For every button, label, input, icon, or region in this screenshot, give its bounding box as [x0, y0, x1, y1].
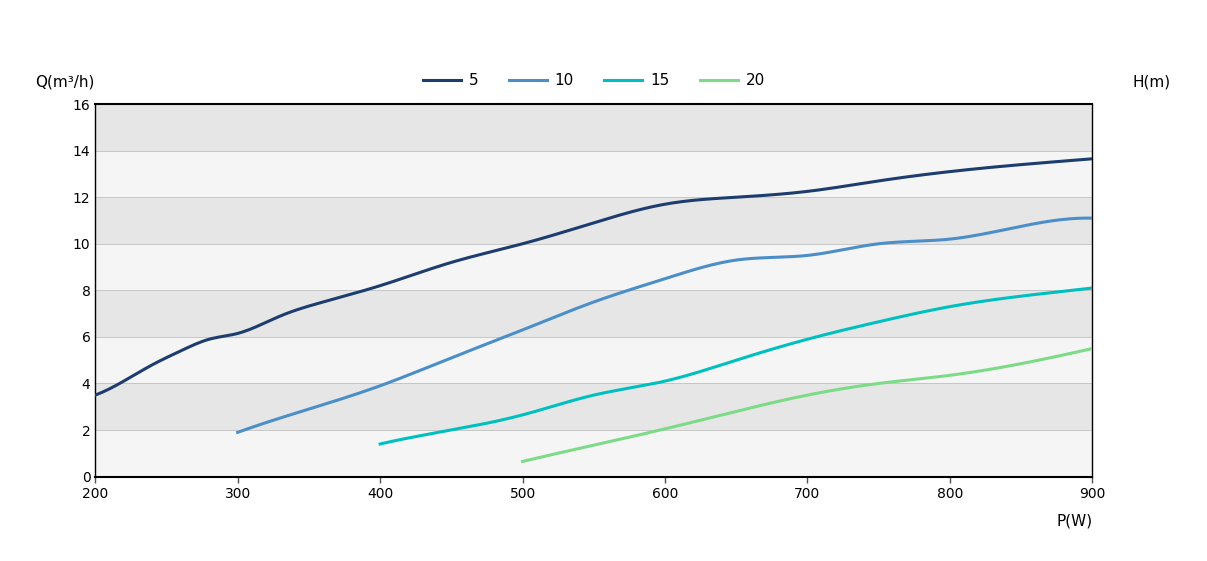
Text: H(m): H(m) [1132, 74, 1171, 89]
Legend: 5, 10, 15, 20: 5, 10, 15, 20 [416, 67, 771, 94]
Bar [95, 197, 1092, 244]
Bar [95, 430, 1092, 477]
Bar [95, 384, 1092, 430]
Bar [95, 151, 1092, 197]
Text: P(W): P(W) [1056, 514, 1092, 529]
Bar [95, 104, 1092, 151]
Bar [95, 291, 1092, 337]
Text: Q(m³/h): Q(m³/h) [35, 74, 95, 89]
Bar [95, 244, 1092, 291]
Bar [95, 337, 1092, 384]
